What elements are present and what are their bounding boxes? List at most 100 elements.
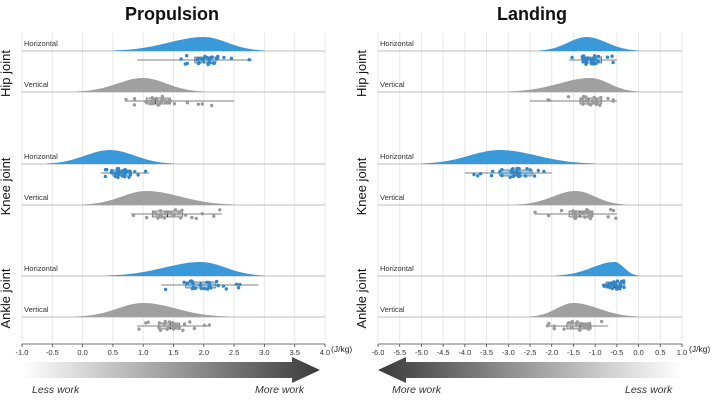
data-point bbox=[113, 171, 117, 176]
data-point bbox=[583, 215, 587, 219]
data-point bbox=[546, 213, 551, 218]
data-point bbox=[202, 287, 207, 291]
data-point bbox=[489, 173, 494, 178]
data-point bbox=[238, 282, 242, 287]
data-point bbox=[199, 286, 204, 291]
landing-arrow-right-label: Less work bbox=[625, 384, 673, 396]
data-point bbox=[500, 173, 504, 178]
data-point bbox=[162, 216, 167, 220]
data-point bbox=[143, 169, 148, 173]
data-point bbox=[594, 61, 598, 66]
data-point bbox=[117, 173, 121, 177]
data-point bbox=[133, 170, 137, 174]
propulsion-plot-area: Hip joint Horizontal Vertical Knee joint Hor… bbox=[0, 37, 325, 332]
x-tick-label: -5.0 bbox=[415, 348, 428, 357]
row-label: Horizontal bbox=[24, 39, 58, 48]
data-point bbox=[157, 321, 162, 325]
data-point bbox=[581, 54, 586, 58]
landing-unit-label: (J/kg) bbox=[689, 344, 710, 354]
panel-propulsion: Propulsion -1.0 -0.5 0.0 0.5 1.0 1.5 2.0 2.5 3.0… bbox=[0, 4, 352, 396]
data-point bbox=[154, 96, 159, 101]
data-point bbox=[188, 320, 192, 324]
data-point bbox=[511, 167, 515, 171]
data-point bbox=[171, 213, 176, 217]
data-point bbox=[552, 327, 556, 331]
data-point bbox=[146, 320, 150, 324]
row-label: Horizontal bbox=[24, 264, 58, 273]
data-point bbox=[546, 98, 550, 102]
row-label: Horizontal bbox=[24, 152, 58, 161]
x-tick-label: 4.0 bbox=[320, 348, 330, 357]
data-point bbox=[171, 327, 176, 331]
propulsion-arrow-left-label: Less work bbox=[32, 384, 80, 396]
data-point bbox=[196, 56, 200, 61]
x-tick-label: 0.5 bbox=[655, 348, 665, 357]
data-point bbox=[167, 98, 172, 103]
data-point bbox=[589, 103, 593, 107]
data-point bbox=[588, 211, 593, 215]
data-point bbox=[592, 95, 596, 100]
data-point bbox=[208, 61, 212, 65]
data-point bbox=[158, 209, 163, 213]
data-point bbox=[144, 99, 148, 104]
data-point bbox=[224, 287, 228, 291]
data-point bbox=[536, 168, 540, 173]
data-point bbox=[587, 326, 591, 331]
density-curve bbox=[517, 191, 626, 205]
data-point bbox=[622, 285, 626, 290]
data-point bbox=[500, 168, 504, 172]
data-point bbox=[547, 321, 551, 326]
data-point bbox=[179, 57, 183, 61]
data-point bbox=[602, 284, 606, 288]
x-tick-label: -4.5 bbox=[437, 348, 450, 357]
data-point bbox=[125, 169, 130, 174]
data-point bbox=[573, 214, 578, 218]
data-point bbox=[610, 286, 615, 291]
data-point bbox=[203, 54, 207, 58]
data-point bbox=[200, 102, 204, 106]
data-point bbox=[170, 321, 175, 325]
propulsion-arrow: Less work More work bbox=[22, 357, 320, 396]
data-point bbox=[512, 170, 516, 175]
x-tick-label: -2.0 bbox=[545, 348, 558, 357]
x-tick-label: -3.5 bbox=[480, 348, 493, 357]
data-point bbox=[120, 174, 125, 178]
data-point bbox=[573, 210, 578, 214]
data-point bbox=[185, 101, 190, 105]
data-point bbox=[105, 167, 109, 172]
density-curve bbox=[76, 303, 228, 317]
data-point bbox=[154, 212, 158, 216]
data-point bbox=[103, 174, 108, 179]
data-point bbox=[207, 323, 211, 327]
data-point bbox=[573, 216, 578, 221]
data-point bbox=[145, 215, 149, 220]
data-point bbox=[216, 56, 220, 60]
data-point bbox=[596, 54, 601, 59]
data-point bbox=[160, 94, 165, 99]
data-point bbox=[533, 210, 537, 214]
data-point bbox=[196, 102, 201, 107]
data-point bbox=[584, 59, 588, 63]
data-point bbox=[584, 62, 588, 66]
data-point bbox=[575, 322, 579, 326]
data-point bbox=[116, 175, 120, 180]
x-tick-label: 0.5 bbox=[108, 348, 118, 357]
data-point bbox=[581, 211, 585, 215]
data-point bbox=[157, 325, 161, 330]
data-point bbox=[151, 211, 156, 215]
data-point bbox=[476, 174, 480, 178]
data-point bbox=[180, 208, 184, 212]
data-point bbox=[221, 284, 226, 288]
data-point bbox=[199, 283, 203, 287]
data-point bbox=[581, 60, 585, 64]
data-point bbox=[148, 102, 153, 106]
data-point bbox=[207, 280, 211, 285]
data-point bbox=[236, 286, 241, 290]
data-point bbox=[566, 95, 571, 99]
data-point bbox=[132, 97, 137, 101]
data-point bbox=[192, 326, 197, 331]
data-point bbox=[532, 174, 537, 178]
data-point bbox=[177, 210, 181, 214]
data-point bbox=[577, 211, 582, 215]
data-point bbox=[215, 279, 219, 284]
